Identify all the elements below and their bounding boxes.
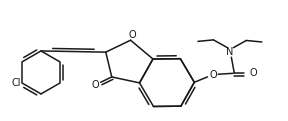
Text: O: O — [250, 68, 257, 78]
Text: O: O — [92, 80, 99, 90]
Text: Cl: Cl — [12, 78, 21, 88]
Text: N: N — [226, 47, 234, 57]
Text: O: O — [209, 70, 217, 80]
Text: O: O — [128, 30, 136, 40]
